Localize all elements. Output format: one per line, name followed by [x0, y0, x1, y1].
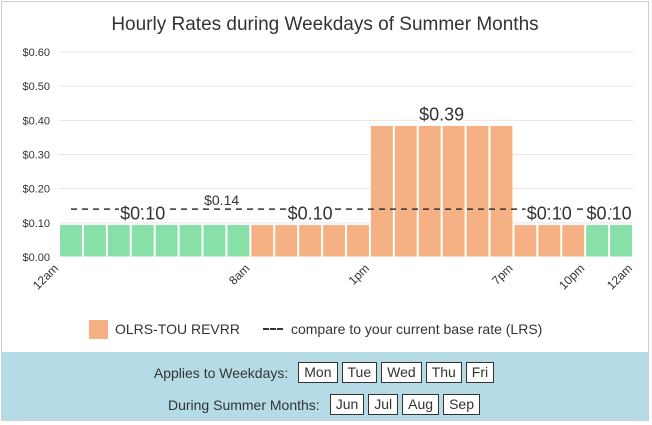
rate-bar: [537, 224, 562, 258]
rate-bar: [441, 124, 466, 258]
rate-bar: [346, 224, 370, 258]
rate-bar: [274, 224, 299, 258]
data-label: $0.10: [288, 204, 333, 224]
data-label: $0.14: [204, 192, 239, 208]
rate-bar: [609, 224, 633, 258]
x-tick-label: 8am: [226, 261, 252, 287]
x-tick-label: 1pm: [346, 261, 372, 287]
hourly-rate-chart: $0.00 $0.10 $0.20 $0.30 $0.40 $0.50 $0.60 $0.10…: [22, 47, 635, 292]
rate-bar: [130, 224, 155, 258]
rate-bar: [202, 224, 227, 258]
x-tick-label: 12am: [604, 261, 635, 292]
rate-bar: [154, 224, 179, 258]
y-tick-label: $0.00: [22, 252, 50, 264]
chart-legend: OLRS-TOU REVRR compare to your current b…: [89, 319, 543, 339]
rate-bar: [82, 224, 107, 258]
rate-bar: [465, 124, 490, 258]
months-label: During Summer Months:: [167, 396, 320, 413]
data-label: $0.10: [527, 204, 572, 224]
rate-bar: [417, 124, 442, 258]
weekday-chip[interactable]: Thu: [425, 362, 462, 383]
rate-bar: [369, 124, 394, 258]
y-tick-label: $0.20: [22, 184, 50, 196]
x-tick-label: 12am: [30, 261, 61, 292]
rate-bar: [489, 124, 514, 258]
y-tick-label: $0.10: [22, 218, 50, 230]
data-label: $0.39: [419, 104, 464, 124]
data-label: $0.10: [120, 204, 165, 224]
rate-bar: [561, 224, 586, 258]
x-tick-label: 7pm: [489, 261, 515, 287]
rate-bar: [322, 224, 347, 258]
filter-footer: Applies to Weekdays: Mon Tue Wed Thu Fri…: [2, 352, 648, 420]
months-row: During Summer Months: Jun Jul Aug Sep: [2, 394, 648, 415]
month-chip[interactable]: Sep: [443, 394, 481, 415]
month-chip[interactable]: Jul: [368, 394, 399, 415]
chart-title: Hourly Rates during Weekdays of Summer M…: [111, 14, 539, 35]
series-swatch: [89, 319, 108, 339]
legend-series-label: OLRS-TOU REVRR: [115, 321, 240, 337]
weekday-chip[interactable]: Mon: [298, 362, 338, 383]
rate-bar: [393, 124, 418, 258]
weekday-chip[interactable]: Fri: [465, 362, 495, 383]
y-tick-label: $0.50: [22, 81, 50, 93]
weekday-chip[interactable]: Tue: [341, 362, 378, 383]
y-tick-label: $0.30: [22, 150, 50, 162]
dashed-line-icon: [262, 328, 283, 330]
rate-bar: [250, 224, 275, 258]
rate-bar: [585, 224, 610, 258]
weekdays-row: Applies to Weekdays: Mon Tue Wed Thu Fri: [2, 362, 648, 383]
x-tick-label: 10pm: [556, 261, 587, 292]
y-tick-label: $0.40: [22, 115, 50, 127]
data-label: $0.10: [587, 204, 632, 224]
rate-bar: [59, 224, 83, 258]
rate-bar: [298, 224, 323, 258]
rate-bar: [513, 224, 538, 258]
month-chip[interactable]: Jun: [329, 394, 365, 415]
month-chip[interactable]: Aug: [402, 394, 440, 415]
rate-bar: [226, 224, 251, 258]
y-tick-label: $0.60: [22, 47, 50, 59]
legend-baseline-label: compare to your current base rate (LRS): [290, 321, 543, 337]
weekdays-label: Applies to Weekdays:: [153, 364, 289, 381]
weekday-chip[interactable]: Wed: [381, 362, 422, 383]
rate-bar: [178, 224, 203, 258]
rate-bar: [106, 224, 131, 258]
